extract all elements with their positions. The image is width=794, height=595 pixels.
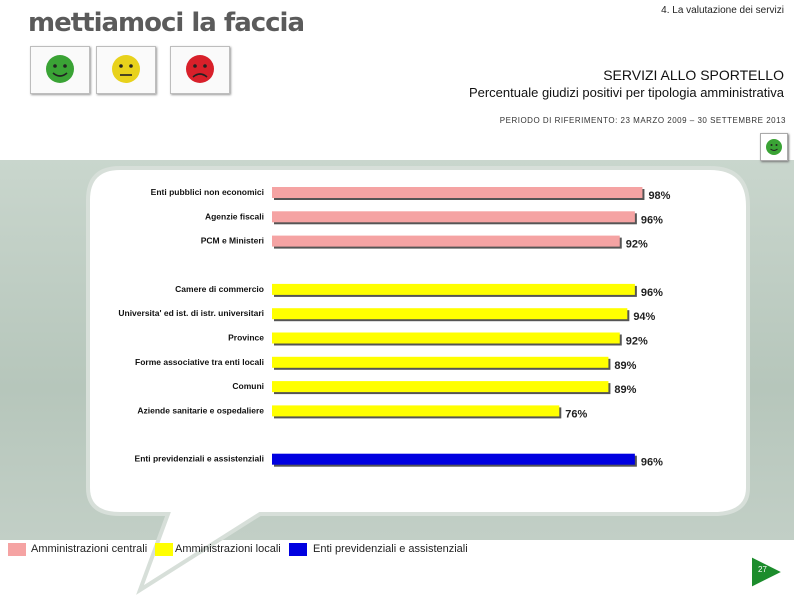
value-label: 89% xyxy=(614,360,636,372)
category-label: Aziende sanitarie e ospedaliere xyxy=(137,405,264,415)
period-label: PERIODO DI RIFERIMENTO: 23 MARZO 2009 – … xyxy=(499,116,786,125)
category-label: Camere di commercio xyxy=(175,284,264,294)
legend-swatch-previdenziali xyxy=(289,543,307,556)
bar xyxy=(272,381,609,393)
legend-label-centrali: Amministrazioni centrali xyxy=(31,543,148,555)
value-label: 92% xyxy=(626,239,648,251)
bar xyxy=(272,187,643,198)
value-label: 96% xyxy=(641,214,663,226)
value-label: 76% xyxy=(565,408,587,420)
next-page-arrow-icon[interactable] xyxy=(748,553,786,591)
value-label: 89% xyxy=(614,384,636,396)
category-label: PCM e Ministeri xyxy=(201,236,264,246)
category-label: Enti pubblici non economici xyxy=(151,187,264,197)
bar xyxy=(272,235,620,247)
legend-label-locali: Amministrazioni locali xyxy=(175,543,281,555)
value-label: 92% xyxy=(626,336,648,348)
face-box-red xyxy=(170,46,230,94)
green-face-icon xyxy=(766,139,782,155)
subtitle: Percentuale giudizi positivi per tipolog… xyxy=(468,85,784,100)
legend-swatch-locali xyxy=(155,543,173,556)
bar xyxy=(272,283,635,295)
category-label: Comuni xyxy=(232,381,264,391)
value-label: 96% xyxy=(641,287,663,299)
face-box-green xyxy=(30,46,90,94)
red-face-icon xyxy=(186,55,214,83)
legend-swatch-centrali xyxy=(8,543,26,556)
bar xyxy=(272,453,635,465)
page-number: 27 xyxy=(758,565,767,574)
main-title: SERVIZI ALLO SPORTELLO xyxy=(603,67,784,83)
value-label: 96% xyxy=(641,457,663,469)
category-label: Agenzie fiscali xyxy=(205,211,264,221)
category-label: Province xyxy=(228,333,264,343)
yellow-face-icon xyxy=(112,55,140,83)
category-label: Enti previdenziali e assistenziali xyxy=(135,454,264,464)
section-label: 4. La valutazione dei servizi xyxy=(661,5,784,16)
bar xyxy=(272,405,560,417)
value-label: 98% xyxy=(648,190,670,202)
category-label: Forme associative tra enti locali xyxy=(135,357,264,367)
logo: mettiamoci la faccia xyxy=(28,8,305,38)
face-box-yellow xyxy=(96,46,156,94)
value-label: 94% xyxy=(633,311,655,323)
bar xyxy=(272,308,628,320)
legend-label-previdenziali: Enti previdenziali e assistenziali xyxy=(313,543,468,555)
category-label: Universita' ed ist. di istr. universitar… xyxy=(118,308,264,318)
bar xyxy=(272,332,620,344)
corner-green-face xyxy=(760,133,788,161)
green-face-icon xyxy=(46,55,74,83)
bar xyxy=(272,356,609,368)
bar xyxy=(272,211,635,223)
